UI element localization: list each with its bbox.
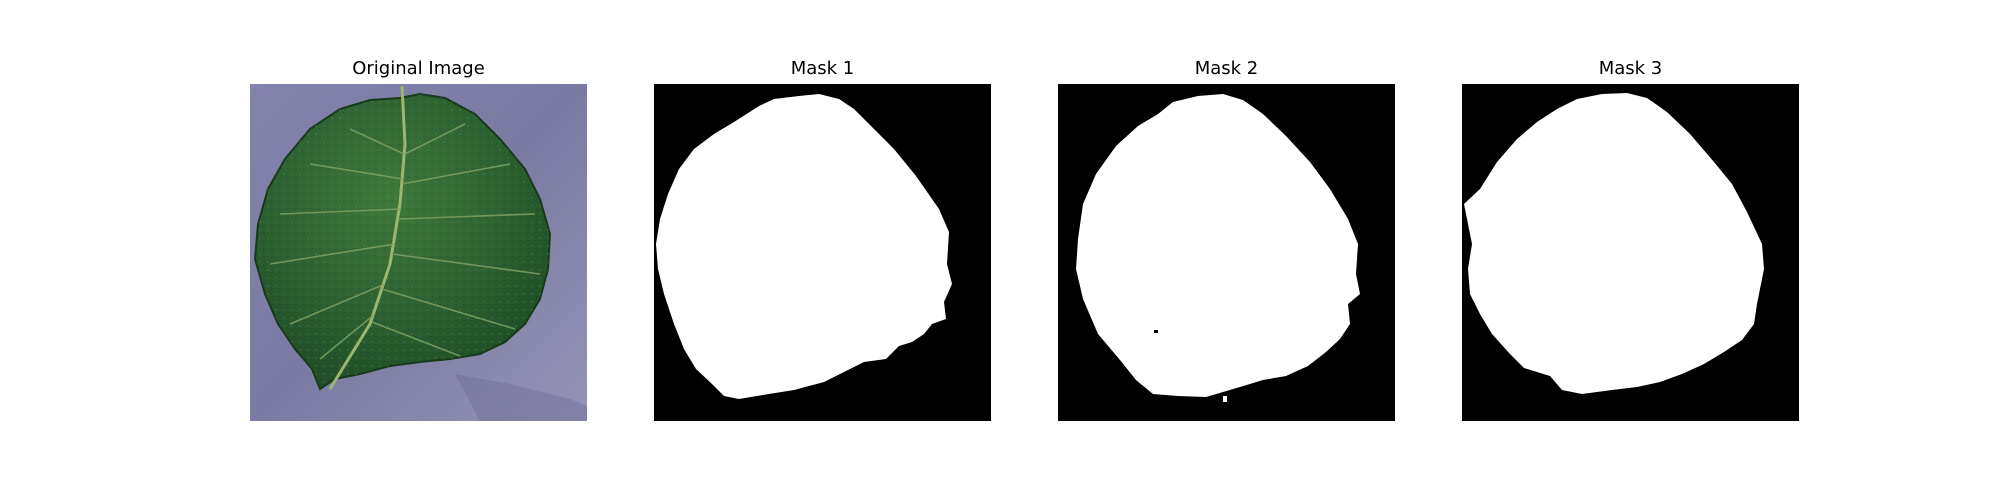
- mask-2-speck: [1223, 396, 1227, 402]
- mask-2-image: [1058, 84, 1395, 421]
- panel-title-mask-2: Mask 2: [1194, 58, 1259, 79]
- mask-3-panel: [1462, 84, 1799, 421]
- original-image-panel: [250, 84, 587, 421]
- mask-1-image: [654, 84, 991, 421]
- mask-1-region: [656, 94, 952, 399]
- mask-1-panel: [654, 84, 991, 421]
- panel-title-mask-3: Mask 3: [1598, 58, 1663, 79]
- mask-2-hole: [1154, 330, 1158, 333]
- mask-3-region: [1464, 93, 1764, 394]
- mask-2-panel: [1058, 84, 1395, 421]
- original-leaf-photo: [250, 84, 587, 421]
- panel-title-original-image: Original Image: [352, 58, 485, 79]
- mask-2-region: [1076, 94, 1360, 397]
- panel-title-mask-1: Mask 1: [790, 58, 855, 79]
- mask-3-image: [1462, 84, 1799, 421]
